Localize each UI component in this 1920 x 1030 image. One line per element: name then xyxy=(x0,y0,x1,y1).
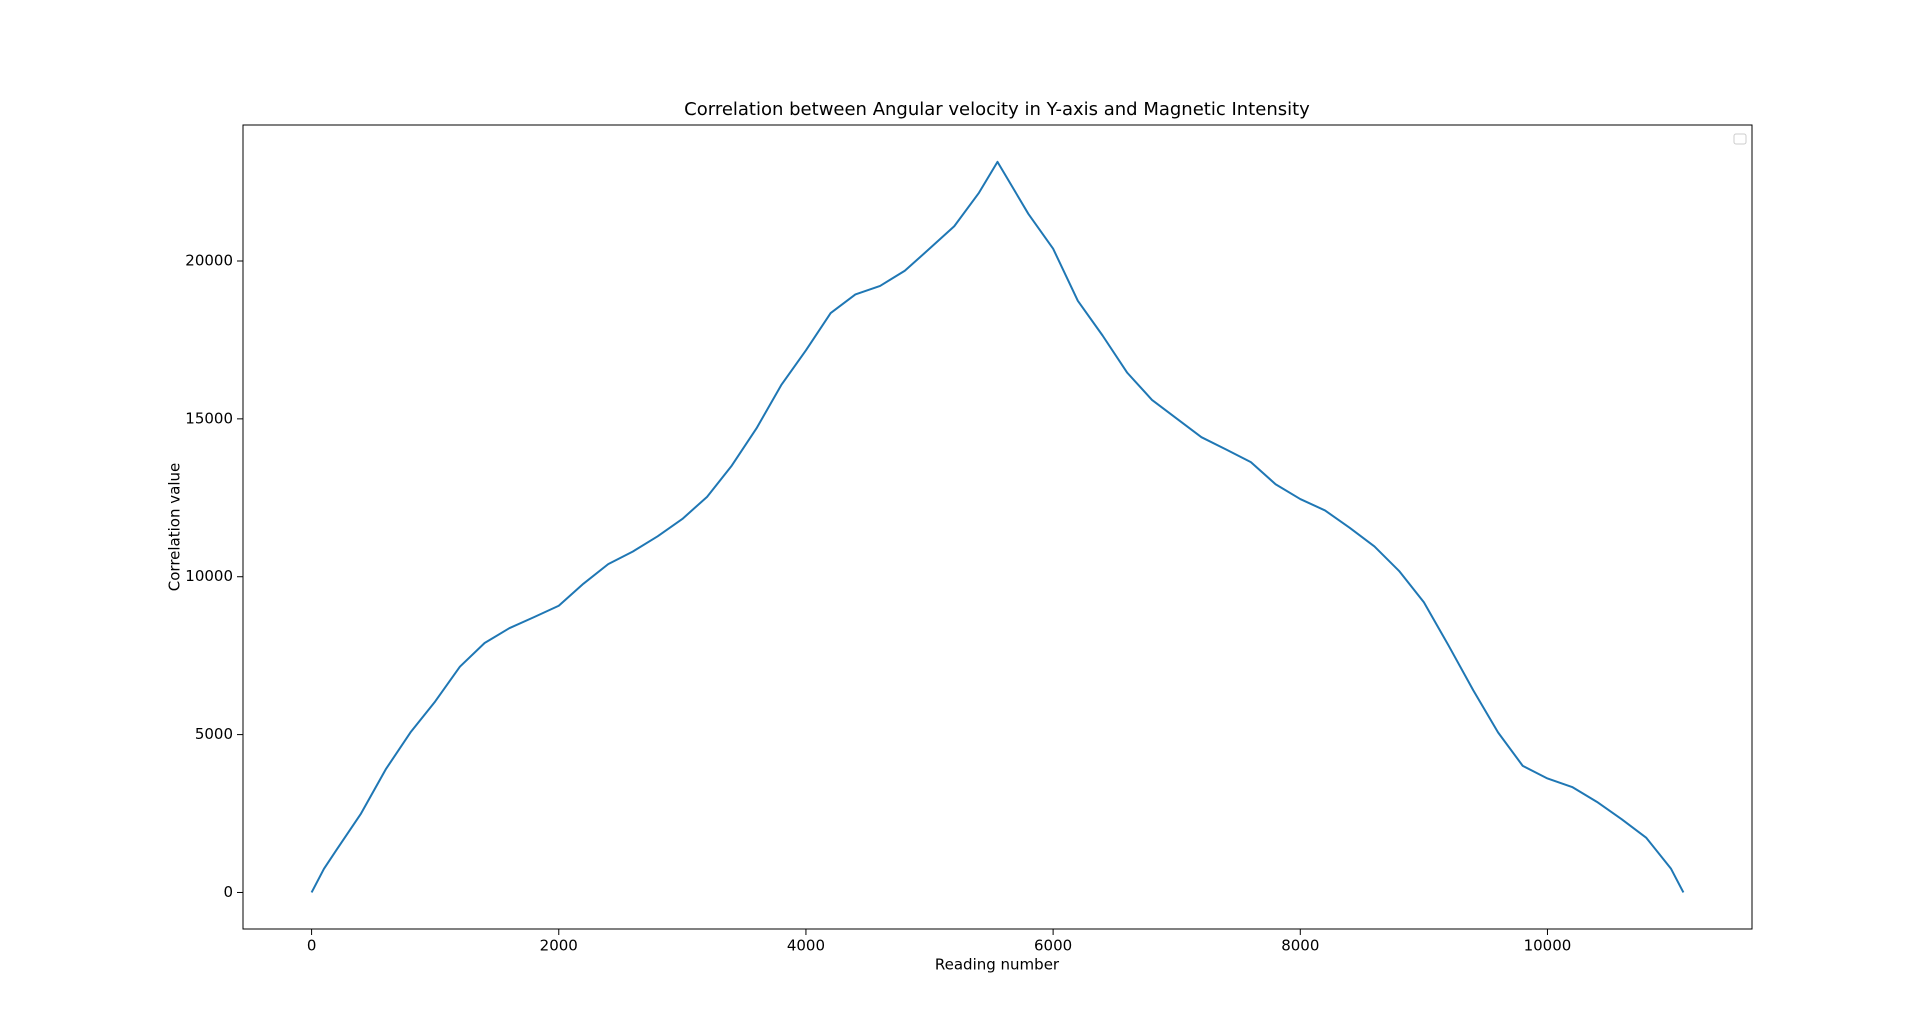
line-series xyxy=(310,160,1685,893)
x-tick-label: 0 xyxy=(307,937,317,955)
legend xyxy=(1733,133,1747,145)
y-tick-label: 10000 xyxy=(185,567,233,585)
chart-title: Correlation between Angular velocity in … xyxy=(684,99,1310,120)
x-tick-label: 2000 xyxy=(540,937,578,955)
y-tick-label: 0 xyxy=(223,883,233,901)
x-axis-label: Reading number xyxy=(935,956,1060,974)
y-axis-label: Correlation value xyxy=(166,463,184,591)
x-tick-label: 8000 xyxy=(1281,937,1319,955)
y-tick-label: 20000 xyxy=(185,251,233,269)
x-tick-label: 4000 xyxy=(787,937,825,955)
x-tick-label: 6000 xyxy=(1034,937,1072,955)
y-tick-label: 5000 xyxy=(195,725,233,743)
plot-frame xyxy=(242,124,1753,930)
x-tick-label: 10000 xyxy=(1524,937,1572,955)
y-tick-label: 15000 xyxy=(185,409,233,427)
